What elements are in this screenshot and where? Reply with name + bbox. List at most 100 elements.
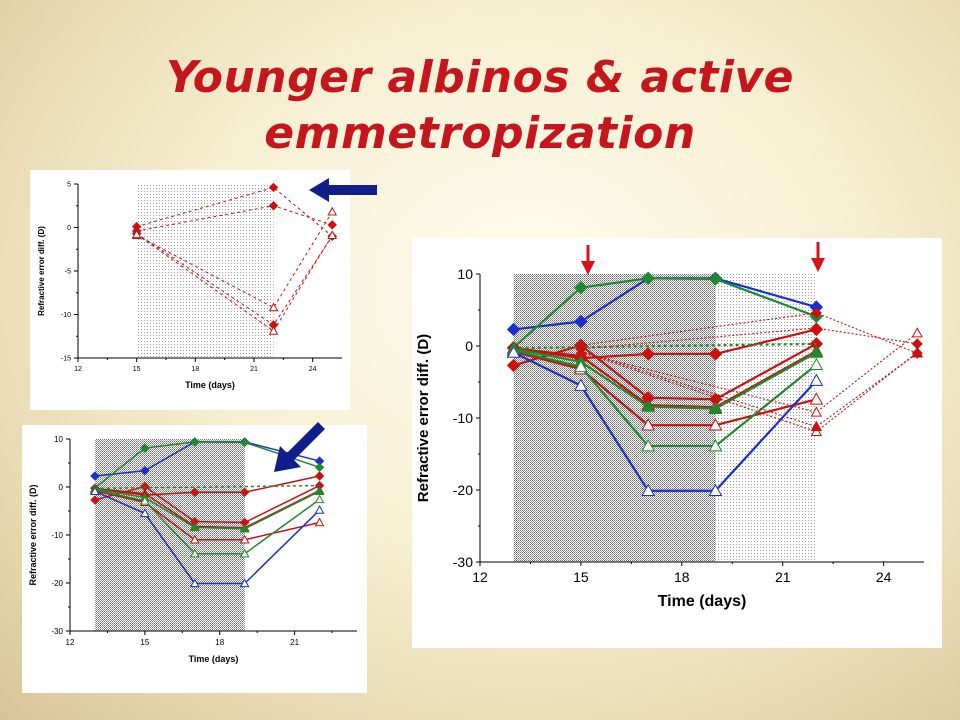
title-line-1: Younger albinos & active: [166, 52, 794, 103]
data-point: [810, 406, 823, 417]
data-point: [268, 326, 279, 335]
data-point: [506, 345, 521, 358]
left-arrow-icon: [309, 178, 377, 202]
data-point: [506, 322, 521, 337]
data-point: [911, 327, 923, 338]
title-line-2: emmetropization: [264, 108, 696, 159]
data-point: [810, 322, 822, 334]
data-point: [189, 578, 200, 588]
y-axis-label: Refractive error diff. (D): [415, 334, 432, 502]
y-tick-label: -10: [453, 410, 473, 426]
y-axis-label: Refractive error diff. (D): [37, 226, 46, 316]
x-tick-label: 24: [876, 569, 892, 585]
data-point: [810, 307, 822, 319]
series-line-0: [136, 186, 333, 237]
series-line-3: [136, 211, 333, 309]
x-tick-label: 12: [66, 638, 75, 647]
x-tick-label: 12: [74, 366, 82, 373]
chart-right: 10 0 -10 -20 -30 12 15 18 21 24 Time (days) Refract…: [412, 238, 942, 648]
data-point: [239, 578, 250, 588]
y-tick-label: 5: [67, 181, 71, 188]
x-tick-label: 18: [215, 638, 224, 647]
data-point: [140, 443, 150, 453]
data-point: [641, 483, 656, 497]
data-point: [810, 425, 823, 437]
slide-title: Younger albinos & active emmetropization: [0, 50, 960, 162]
x-tick-label: 15: [573, 569, 589, 585]
down-arrow-icon-2: [811, 242, 825, 272]
data-point: [708, 272, 723, 286]
y-tick-label: -30: [453, 554, 473, 570]
x-tick-label: 18: [674, 569, 690, 585]
data-point: [506, 358, 521, 373]
y-axis-label: Refractive error diff. (D): [28, 484, 38, 585]
x-tick-label: 21: [775, 569, 791, 585]
data-point: [189, 534, 200, 544]
data-point: [268, 201, 279, 211]
series-line-4: [136, 234, 333, 332]
data-point: [708, 439, 723, 452]
data-point: [327, 220, 337, 230]
data-point: [314, 517, 325, 527]
data-point: [708, 401, 723, 414]
data-point: [708, 483, 723, 497]
data-point: [314, 494, 325, 504]
data-point: [911, 347, 923, 358]
y-tick-label: 0: [465, 338, 473, 354]
data-point: [575, 345, 587, 356]
x-tick-label: 18: [191, 366, 199, 373]
data-point: [190, 487, 200, 497]
data-point: [268, 302, 279, 312]
data-point: [239, 487, 250, 497]
data-point: [140, 465, 150, 476]
data-point: [809, 373, 824, 386]
shaded-region: [94, 439, 245, 631]
data-point: [189, 522, 200, 532]
data-point: [809, 345, 824, 358]
chart-bottom-left: 10 0 -10 -20 -30 12 15 18 21 Time (days) Refractiv…: [22, 425, 367, 693]
data-point: [641, 347, 655, 361]
data-point: [810, 420, 823, 431]
data-point: [708, 347, 723, 361]
y-tick-label: 0: [67, 225, 71, 232]
x-axis-label: Time (days): [185, 380, 235, 390]
data-point: [90, 495, 100, 505]
data-point: [140, 508, 150, 518]
data-point: [90, 486, 100, 496]
x-axis-label: Time (days): [658, 593, 747, 610]
x-tick-label: 24: [309, 366, 317, 373]
data-point: [574, 359, 588, 373]
data-point: [131, 229, 142, 239]
data-point: [239, 523, 250, 533]
data-point: [314, 505, 325, 514]
series-line-12: [580, 332, 918, 413]
data-point: [574, 378, 588, 391]
x-tick-label: 21: [290, 638, 299, 647]
y-tick-label: 10: [457, 266, 473, 282]
x-tick-label: 15: [140, 638, 149, 647]
data-point: [239, 548, 250, 558]
x-tick-label: 12: [472, 569, 488, 585]
diagonal-arrow-icon: [274, 422, 325, 472]
x-tick-label: 15: [133, 366, 141, 373]
data-point: [708, 418, 723, 431]
down-arrow-icon-1: [581, 245, 595, 275]
series-line-9: [94, 484, 320, 490]
data-point: [574, 280, 588, 295]
data-point: [314, 471, 325, 481]
data-point: [189, 548, 200, 558]
data-point: [641, 418, 656, 431]
series-line-9: [513, 342, 817, 350]
data-point: [641, 399, 656, 412]
data-point: [90, 471, 100, 481]
data-point: [268, 182, 279, 193]
data-point: [641, 271, 655, 286]
shaded-region: [136, 184, 274, 358]
data-point: [140, 495, 150, 505]
y-tick-label: -5: [65, 268, 71, 275]
data-point: [327, 206, 338, 216]
data-point: [809, 357, 824, 371]
